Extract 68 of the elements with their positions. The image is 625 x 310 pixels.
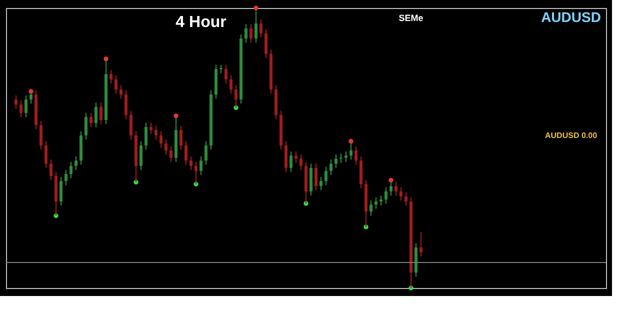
candlestick xyxy=(244,24,248,44)
candlestick xyxy=(90,112,92,128)
candlestick xyxy=(50,158,52,181)
candlestick xyxy=(190,156,192,171)
candlestick xyxy=(164,138,168,156)
candlestick xyxy=(394,181,398,196)
candlestick xyxy=(330,158,332,176)
candlestick xyxy=(74,156,78,171)
candlestick xyxy=(180,125,182,150)
candlestick xyxy=(254,8,258,44)
candlestick xyxy=(40,120,42,150)
candlestick xyxy=(124,90,128,120)
candlestick xyxy=(94,102,98,128)
candlestick xyxy=(300,154,302,171)
candlestick xyxy=(380,194,382,206)
candlestick xyxy=(324,166,328,186)
candlestick xyxy=(114,74,118,94)
candlestick xyxy=(334,154,338,168)
text: AUDUSD xyxy=(541,9,601,25)
candlestick xyxy=(404,192,408,206)
candlestick xyxy=(30,90,32,104)
candlestick xyxy=(154,125,158,140)
candlestick xyxy=(420,232,422,258)
candlestick xyxy=(400,186,402,202)
candlestick xyxy=(264,28,268,59)
candlestick xyxy=(44,140,48,168)
candlestick xyxy=(100,102,102,125)
candlestick xyxy=(204,140,208,166)
candlestick xyxy=(150,122,152,135)
candlestick xyxy=(144,122,148,150)
candlestick xyxy=(184,140,188,166)
candlestick xyxy=(384,186,388,204)
candlestick xyxy=(120,84,122,100)
candlestick xyxy=(310,163,312,196)
candlestick xyxy=(170,146,172,162)
candlestick xyxy=(390,180,392,196)
candlestick xyxy=(194,161,198,185)
candlestick xyxy=(290,150,292,173)
candlestick xyxy=(370,200,372,216)
candlestick xyxy=(360,156,362,189)
candlestick xyxy=(130,110,132,140)
candlestick xyxy=(350,140,352,160)
candlestick xyxy=(294,150,298,164)
candlestick xyxy=(354,146,358,166)
candlestick xyxy=(64,169,68,186)
candlestick xyxy=(60,176,62,206)
candlestick xyxy=(14,94,18,110)
candlestick xyxy=(70,161,72,179)
annotation: SEMe xyxy=(398,13,424,23)
candlestick xyxy=(110,69,112,84)
candlestick xyxy=(160,130,162,148)
candlestick xyxy=(260,18,262,38)
candlestick xyxy=(344,150,348,162)
candlestick xyxy=(230,74,232,94)
candlestick xyxy=(20,100,22,118)
candlestick xyxy=(374,196,378,210)
text: AUDUSD 0.00 xyxy=(544,131,598,140)
candlestick xyxy=(224,64,228,84)
candlestick xyxy=(84,112,88,140)
candlestick xyxy=(250,24,252,44)
candlestick xyxy=(200,156,202,176)
candlestick xyxy=(140,140,142,171)
candlestick xyxy=(314,163,318,191)
annotation: 4 Hour xyxy=(176,14,226,31)
candlestick xyxy=(284,140,288,173)
candlestick xyxy=(234,84,238,108)
candlestick xyxy=(320,176,322,191)
candlestick xyxy=(24,94,28,118)
